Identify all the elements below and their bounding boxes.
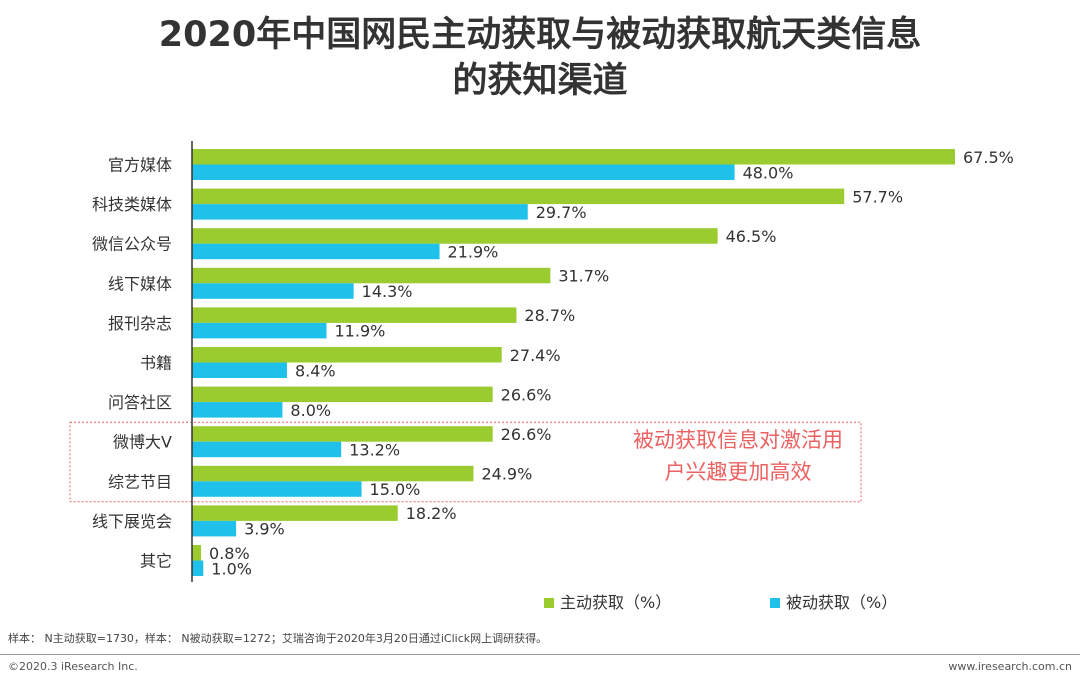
data-label-passive: 1.0%: [211, 559, 252, 578]
category-label: 报刊杂志: [108, 314, 172, 333]
data-label-passive: 8.4%: [295, 361, 336, 380]
category-label: 科技类媒体: [92, 195, 172, 214]
category-label: 问答社区: [108, 393, 172, 412]
bar-passive: [192, 164, 735, 180]
category-label: 线下媒体: [108, 274, 172, 293]
data-label-passive: 48.0%: [743, 163, 794, 182]
legend-swatch-passive: [770, 597, 780, 608]
bar-active: [192, 386, 493, 403]
bar-passive: [192, 322, 327, 339]
data-label-passive: 13.2%: [349, 440, 400, 459]
data-label-passive: 8.0%: [290, 401, 331, 420]
data-label-active: 46.5%: [726, 227, 777, 246]
highlight-box: [69, 421, 862, 503]
category-label: 官方媒体: [108, 156, 172, 175]
bar-active: [192, 149, 955, 165]
data-label-active: 0.8%: [209, 544, 250, 563]
category-label: 微信公众号: [92, 235, 172, 254]
data-label-active: 27.4%: [510, 346, 561, 365]
legend-item-passive: 被动获取（%）: [770, 589, 897, 613]
data-label-passive: 3.9%: [244, 520, 285, 539]
category-label: 综艺节目: [108, 472, 172, 491]
bar-active: [192, 347, 502, 363]
copyright-text: ©2020.3 iResearch Inc.: [8, 660, 138, 673]
bar-passive: [192, 362, 287, 378]
bar-active: [192, 505, 398, 521]
annotation-line-1: 被动获取信息对激活用: [633, 428, 843, 452]
chart-title: 2020年中国网民主动获取与被动获取航天类信息 的获知渠道: [0, 12, 1080, 104]
sample-footnote: 样本： N主动获取=1730，样本： N被动获取=1272；艾瑞咨询于2020年…: [8, 632, 548, 645]
category-label: 其它: [140, 552, 172, 571]
chart-title-line-2: 的获知渠道: [452, 61, 628, 101]
bar-passive: [192, 243, 440, 260]
data-label-active: 67.5%: [963, 148, 1014, 167]
data-label-active: 28.7%: [524, 306, 575, 325]
data-label-passive: 29.7%: [536, 203, 587, 222]
data-label-active: 18.2%: [406, 504, 457, 523]
bar-active: [192, 188, 845, 205]
data-label-passive: 11.9%: [335, 322, 386, 341]
legend-swatch-active: [544, 597, 554, 608]
bar-passive: [192, 402, 283, 418]
category-label: 微博大V: [113, 433, 172, 452]
legend-label-passive: 被动获取（%）: [786, 593, 898, 612]
bar-passive: [192, 560, 204, 576]
data-label-active: 24.9%: [481, 465, 532, 484]
bar-passive: [192, 441, 342, 458]
bar-passive: [192, 481, 362, 497]
bar-passive: [192, 204, 528, 220]
data-label-active: 57.7%: [852, 187, 903, 206]
bar-active: [192, 426, 493, 442]
bar-chart: 官方媒体 67.5% 48.0% 科技类媒体 57.7% 29.7% 微信公众号 46.5% 2…: [69, 141, 1014, 582]
data-label-active: 26.6%: [501, 425, 552, 444]
legend-item-active: 主动获取（%）: [544, 589, 671, 613]
data-label-active: 26.6%: [501, 385, 552, 404]
bar-active: [192, 307, 517, 323]
data-label-active: 31.7%: [558, 267, 609, 286]
data-label-passive: 15.0%: [370, 480, 421, 499]
bar-passive: [192, 283, 354, 299]
legend-label-active: 主动获取（%）: [560, 593, 672, 612]
footer-divider: [0, 654, 1080, 655]
website-link[interactable]: www.iresearch.com.cn: [948, 660, 1072, 673]
data-label-passive: 14.3%: [362, 282, 413, 301]
bar-passive: [192, 520, 237, 537]
data-label-passive: 21.9%: [448, 242, 499, 261]
category-label: 线下展览会: [92, 512, 172, 531]
category-label: 书籍: [140, 354, 172, 373]
bar-active: [192, 465, 474, 482]
bar-active: [192, 545, 202, 561]
bar-active: [192, 228, 718, 244]
chart-title-line-1: 2020年中国网民主动获取与被动获取航天类信息: [158, 15, 922, 55]
annotation-text: 被动获取信息对激活用 户兴趣更加高效: [613, 424, 863, 488]
annotation-line-2: 户兴趣更加高效: [664, 460, 812, 484]
bar-active: [192, 267, 551, 284]
